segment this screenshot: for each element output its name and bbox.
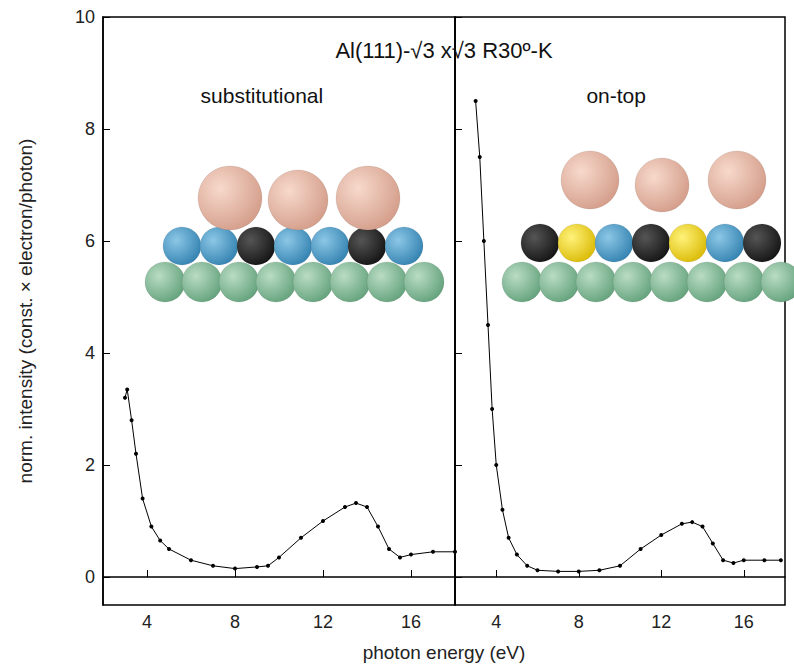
svg-text:photon energy (eV): photon energy (eV) (363, 642, 526, 663)
svg-text:6: 6 (85, 231, 95, 251)
svg-text:8: 8 (574, 612, 584, 632)
svg-text:substitutional: substitutional (201, 84, 324, 107)
svg-text:10: 10 (75, 7, 95, 27)
svg-text:4: 4 (142, 612, 152, 632)
svg-text:norm. intensity (const. × elec: norm. intensity (const. × electron/photo… (15, 139, 36, 484)
svg-text:4: 4 (491, 612, 501, 632)
svg-text:12: 12 (313, 612, 333, 632)
svg-text:2: 2 (85, 455, 95, 475)
svg-text:16: 16 (401, 612, 421, 632)
svg-text:on-top: on-top (586, 84, 646, 107)
svg-text:8: 8 (85, 119, 95, 139)
svg-text:Al(111)-√3 x√3 R30º-K: Al(111)-√3 x√3 R30º-K (335, 38, 553, 63)
svg-text:8: 8 (230, 612, 240, 632)
svg-text:16: 16 (734, 612, 754, 632)
svg-text:12: 12 (651, 612, 671, 632)
svg-text:0: 0 (85, 567, 95, 587)
svg-text:4: 4 (85, 343, 95, 363)
